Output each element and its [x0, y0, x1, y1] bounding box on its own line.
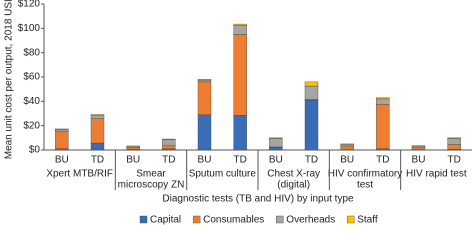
bar-segment	[162, 138, 176, 140]
bar-segment	[126, 145, 140, 148]
x-tick-label: TD	[447, 155, 460, 166]
bar-segment	[411, 145, 426, 149]
x-tick-label: BU	[340, 155, 354, 166]
bar-segment	[233, 25, 247, 35]
bar-segment	[304, 81, 319, 87]
bar-segment	[162, 139, 176, 146]
bar-segment	[162, 145, 176, 149]
x-tick-label: TD	[305, 155, 318, 166]
group-label: HIV rapid test	[406, 169, 467, 180]
legend-swatch	[192, 215, 201, 224]
bar-segment	[90, 142, 105, 151]
bar-segment	[233, 34, 247, 116]
bar-segment	[304, 85, 319, 100]
legend-label: Capital	[150, 215, 181, 226]
bar-segment	[269, 138, 283, 148]
bar-segment	[233, 115, 247, 151]
group-label: (digital)	[277, 180, 310, 191]
legend-swatch	[139, 215, 148, 224]
bar-segment	[126, 147, 140, 150]
bar-segment	[90, 118, 105, 144]
x-tick-label: BU	[55, 155, 69, 166]
y-tick-label: $60	[23, 72, 40, 83]
bar-segment	[269, 147, 283, 151]
legend-swatch	[276, 215, 284, 224]
x-tick-label: TD	[162, 155, 175, 166]
bar-segment	[269, 137, 283, 139]
bar-segment	[447, 137, 461, 139]
bar-segment	[197, 114, 212, 151]
bar-segment	[197, 79, 212, 81]
legend-label: Consumables	[203, 215, 264, 226]
bar-segment	[376, 97, 390, 100]
bar-segment	[447, 144, 461, 150]
group-label: Sputum culture	[189, 169, 257, 180]
bar-segment	[340, 145, 354, 150]
x-tick-label: BU	[198, 155, 212, 166]
legend: Capital Consumables Overheads Staff	[139, 215, 378, 226]
bar-segment	[376, 104, 390, 149]
legend-swatch	[347, 215, 355, 224]
y-tick-label: $40	[23, 96, 40, 107]
y-tick-label: $100	[18, 23, 41, 34]
x-tick-label: TD	[91, 155, 104, 166]
y-tick-label: $0	[29, 145, 41, 156]
bar-segment	[447, 138, 461, 145]
bar-segment	[90, 115, 105, 119]
x-tick-label: BU	[412, 155, 426, 166]
legend-label: Overheads	[286, 215, 335, 226]
group-label: test	[357, 180, 373, 191]
x-tick-label: BU	[269, 155, 283, 166]
y-tick-label: $120	[18, 0, 41, 10]
bar-segment	[90, 114, 105, 116]
bar-segment	[55, 129, 69, 132]
group-label: Chest X-ray	[267, 169, 320, 180]
x-tick-label: TD	[233, 155, 246, 166]
bar-segment	[304, 99, 319, 151]
bar-segment	[197, 81, 212, 115]
bar-segment	[340, 143, 354, 147]
y-tick-label: $20	[23, 120, 40, 131]
x-tick-label: TD	[376, 155, 389, 166]
group-label: Smear	[136, 169, 166, 180]
y-tick-label: $80	[23, 47, 40, 58]
group-label: microscopy ZN	[118, 180, 185, 191]
bar-segment	[376, 98, 390, 105]
group-label: HIV confirmatory	[328, 169, 402, 180]
x-axis-title: Diagnostic tests (TB and HIV) by input t…	[162, 194, 354, 205]
y-axis-title: Mean unit cost per output, 2018 USD	[4, 0, 15, 159]
x-tick-label: BU	[126, 155, 140, 166]
bar-segment	[233, 23, 247, 26]
group-label: Xpert MTB/RIF	[46, 169, 113, 180]
legend-label: Staff	[357, 215, 378, 226]
chart: Mean unit cost per output, 2018 USD Diag…	[4, 0, 472, 226]
bar-segment	[411, 147, 426, 150]
bar-segment	[197, 79, 212, 83]
bar-segment	[55, 130, 69, 149]
